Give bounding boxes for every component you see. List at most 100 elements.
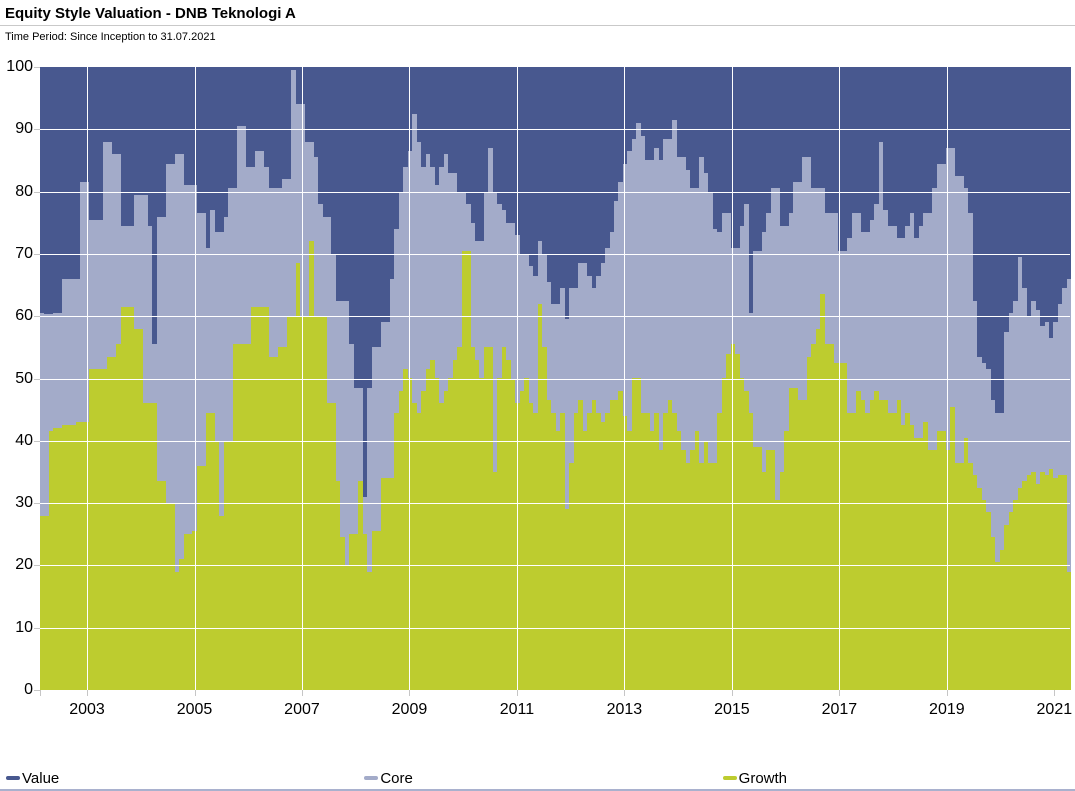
bar-month-84[interactable] — [416, 67, 422, 690]
bar-month-19[interactable] — [125, 67, 130, 690]
bar-month-27[interactable] — [161, 67, 166, 690]
bar-month-196[interactable] — [918, 67, 924, 690]
bar-month-153[interactable] — [726, 67, 731, 690]
bar-month-157[interactable] — [744, 67, 749, 690]
bar-month-8[interactable] — [75, 67, 81, 690]
bar-month-72[interactable] — [362, 67, 368, 690]
bar-month-155[interactable] — [735, 67, 740, 690]
bar-month-5[interactable] — [62, 67, 67, 690]
bar-month-48[interactable] — [255, 67, 260, 690]
bar-month-109[interactable] — [528, 67, 534, 690]
bar-month-20[interactable] — [129, 67, 135, 690]
bar-month-176[interactable] — [829, 67, 834, 690]
bar-month-142[interactable] — [676, 67, 682, 690]
bar-month-215[interactable] — [1004, 67, 1009, 690]
bar-month-25[interactable] — [152, 67, 157, 690]
bar-month-186[interactable] — [874, 67, 879, 690]
bar-month-162[interactable] — [766, 67, 771, 690]
bar-month-54[interactable] — [282, 67, 287, 690]
bar-month-112[interactable] — [542, 67, 547, 690]
bar-month-213[interactable] — [995, 67, 1000, 690]
bar-month-104[interactable] — [506, 67, 511, 690]
bar-month-4[interactable] — [57, 67, 63, 690]
bar-month-1[interactable] — [44, 67, 49, 690]
bar-month-55[interactable] — [286, 67, 292, 690]
bar-month-222[interactable] — [1035, 67, 1041, 690]
bar-month-95[interactable] — [466, 67, 471, 690]
bar-month-224[interactable] — [1044, 67, 1049, 690]
bar-month-195[interactable] — [914, 67, 919, 690]
bar-month-138[interactable] — [658, 67, 664, 690]
bar-month-191[interactable] — [896, 67, 901, 690]
bar-month-17[interactable] — [116, 67, 121, 690]
bar-month-115[interactable] — [555, 67, 561, 690]
bar-month-38[interactable] — [210, 67, 215, 690]
bar-month-144[interactable] — [685, 67, 691, 690]
bar-month-122[interactable] — [587, 67, 592, 690]
bar-month-74[interactable] — [371, 67, 377, 690]
bar-month-217[interactable] — [1013, 67, 1018, 690]
bar-month-158[interactable] — [748, 67, 754, 690]
bar-month-208[interactable] — [972, 67, 978, 690]
bar-month-180[interactable] — [847, 67, 852, 690]
bar-month-164[interactable] — [775, 67, 780, 690]
bar-month-63[interactable] — [322, 67, 327, 690]
bar-month-16[interactable] — [111, 67, 117, 690]
bar-month-70[interactable] — [353, 67, 359, 690]
bar-month-76[interactable] — [380, 67, 386, 690]
bar-month-119[interactable] — [573, 67, 579, 690]
bar-month-139[interactable] — [663, 67, 668, 690]
bar-month-89[interactable] — [439, 67, 444, 690]
bar-month-129[interactable] — [618, 67, 623, 690]
bar-month-133[interactable] — [636, 67, 641, 690]
bar-month-225[interactable] — [1048, 67, 1054, 690]
bar-month-229[interactable] — [1066, 67, 1072, 690]
bar-month-69[interactable] — [349, 67, 354, 690]
bar-month-79[interactable] — [394, 67, 399, 690]
bar-month-179[interactable] — [842, 67, 848, 690]
bar-month-169[interactable] — [797, 67, 803, 690]
bar-month-117[interactable] — [564, 67, 570, 690]
bar-month-178[interactable] — [838, 67, 843, 690]
bar-month-40[interactable] — [219, 67, 224, 690]
bar-month-216[interactable] — [1008, 67, 1014, 690]
bar-month-87[interactable] — [430, 67, 435, 690]
bar-month-137[interactable] — [654, 67, 659, 690]
bar-month-102[interactable] — [497, 67, 502, 690]
bar-month-6[interactable] — [66, 67, 72, 690]
bar-month-49[interactable] — [259, 67, 265, 690]
bar-month-182[interactable] — [856, 67, 861, 690]
bar-month-146[interactable] — [694, 67, 700, 690]
bar-month-181[interactable] — [851, 67, 857, 690]
bar-month-173[interactable] — [815, 67, 821, 690]
bar-month-212[interactable] — [990, 67, 996, 690]
bar-month-166[interactable] — [784, 67, 789, 690]
bar-month-100[interactable] — [488, 67, 493, 690]
bar-month-0[interactable] — [40, 67, 45, 690]
bar-month-132[interactable] — [631, 67, 637, 690]
bar-month-14[interactable] — [102, 67, 108, 690]
bar-month-192[interactable] — [901, 67, 906, 690]
bar-month-26[interactable] — [156, 67, 162, 690]
bar-month-52[interactable] — [273, 67, 278, 690]
bar-month-111[interactable] — [537, 67, 543, 690]
bar-month-97[interactable] — [474, 67, 480, 690]
bar-month-85[interactable] — [421, 67, 426, 690]
bar-month-47[interactable] — [250, 67, 256, 690]
bar-month-46[interactable] — [246, 67, 251, 690]
bar-month-221[interactable] — [1031, 67, 1036, 690]
bar-month-156[interactable] — [739, 67, 745, 690]
bar-month-131[interactable] — [627, 67, 632, 690]
bar-month-71[interactable] — [358, 67, 363, 690]
bar-month-3[interactable] — [53, 67, 58, 690]
bar-month-7[interactable] — [71, 67, 76, 690]
bar-month-51[interactable] — [268, 67, 274, 690]
bar-month-53[interactable] — [277, 67, 283, 690]
bar-month-73[interactable] — [367, 67, 372, 690]
bar-month-15[interactable] — [107, 67, 112, 690]
bar-month-134[interactable] — [640, 67, 646, 690]
bar-month-128[interactable] — [614, 67, 619, 690]
bar-month-33[interactable] — [187, 67, 193, 690]
bar-month-160[interactable] — [757, 67, 762, 690]
bar-month-193[interactable] — [905, 67, 910, 690]
